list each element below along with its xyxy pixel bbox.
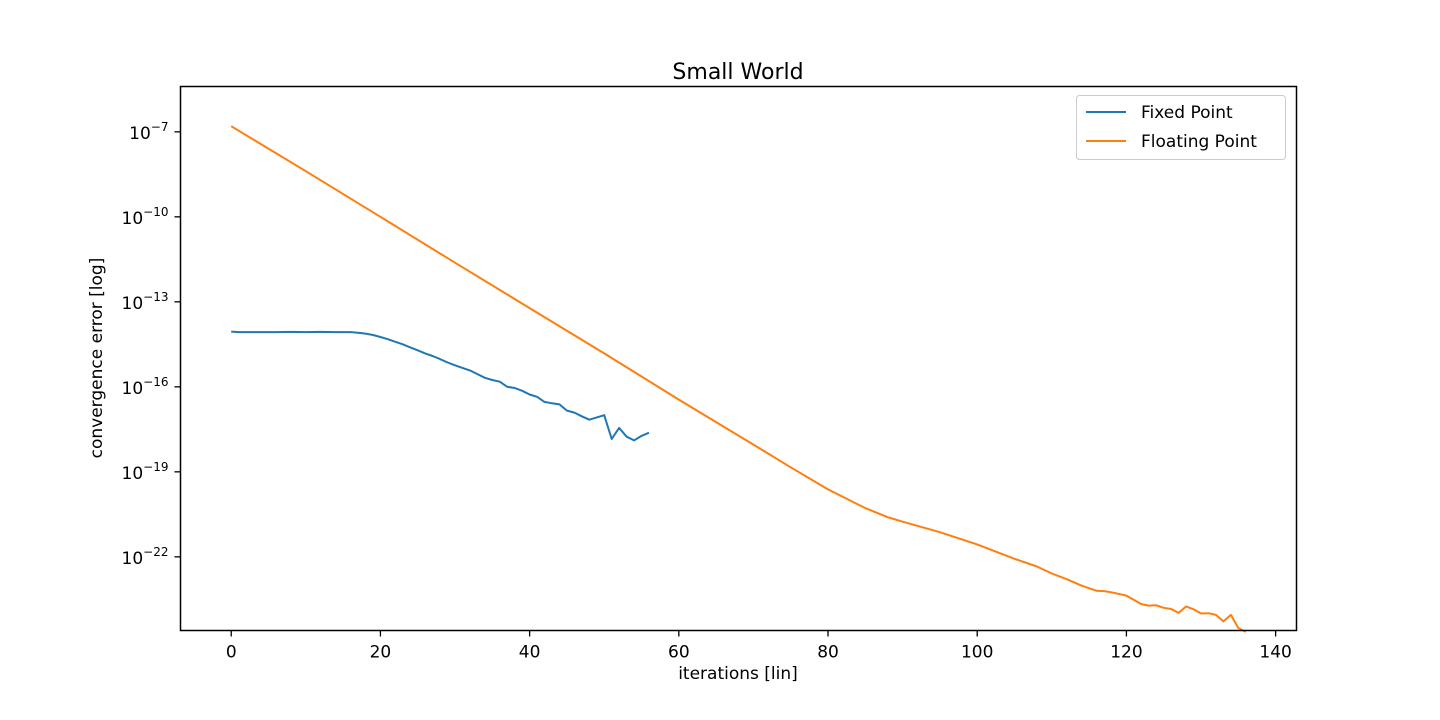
series-layer [230,125,1247,633]
x-tick-label: 40 [519,643,541,663]
x-tick-label: 0 [226,643,237,663]
y-axis-label: convergence error [log] [87,258,107,459]
series-line-fixed-point [231,330,650,442]
x-tick-label: 100 [961,643,993,663]
legend-label-fixed-point: Fixed Point [1141,103,1233,123]
x-tick-label: 140 [1259,643,1291,663]
y-tick-label: 10−7 [129,120,168,144]
legend: Fixed Point Floating Point [1076,95,1286,160]
y-tick-label: 10−16 [122,375,169,399]
x-tick-label: 60 [668,643,690,663]
chart-title: Small World [672,60,803,85]
series-line-floating-point [230,125,1247,633]
x-axis: 0 20 40 60 80 100 120 140 [226,630,1292,663]
y-tick-label: 10−19 [122,460,169,484]
plot-frame [179,85,1298,632]
legend-label-floating-point: Floating Point [1141,132,1257,152]
y-tick-label: 10−13 [122,290,169,314]
y-tick-label: 10−10 [122,205,169,229]
y-tick-label: 10−22 [122,545,169,569]
legend-box [1076,95,1286,160]
x-axis-label: iterations [lin] [678,664,798,684]
x-tick-label: 20 [370,643,392,663]
x-tick-label: 120 [1110,643,1142,663]
y-axis: 10−7 10−10 10−13 10−16 10−19 10−22 [122,120,181,569]
x-tick-label: 80 [817,643,839,663]
